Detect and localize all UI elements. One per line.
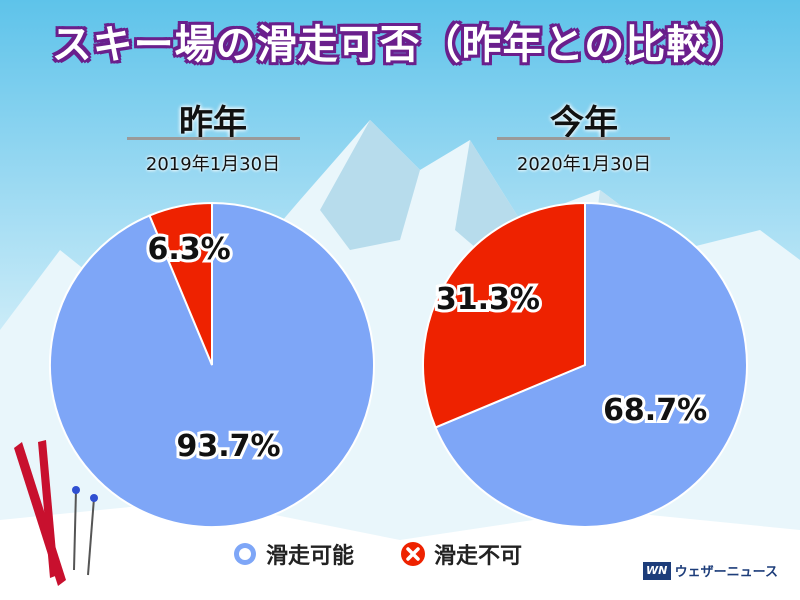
left-chart-title: 昨年 <box>179 103 247 143</box>
right-title-underline <box>497 137 670 140</box>
pie-0-label-0: 93.7% <box>177 429 281 464</box>
ski-equipment <box>14 440 98 586</box>
pie-1-label-0: 68.7% <box>603 393 707 428</box>
pie-0-label-1: 6.3% <box>147 232 230 267</box>
pie-1-slice-1 <box>422 201 586 429</box>
chart-title: スキー場の滑走可否（昨年との比較） <box>51 22 749 68</box>
left-title-underline <box>127 137 300 140</box>
brand-mark: WN <box>642 561 671 580</box>
legend-label-available: 滑走可能 <box>266 544 355 569</box>
legend-item-unavailable: 滑走不可 <box>400 538 522 570</box>
legend-item-available: 滑走可能 <box>232 538 354 570</box>
circle-icon <box>234 543 256 565</box>
legend-label-unavailable: 滑走不可 <box>434 544 523 569</box>
cross-icon <box>401 542 425 566</box>
pie-0-slice-1 <box>148 201 213 366</box>
right-chart-subtitle: 2020年1月30日 <box>516 154 652 175</box>
brand-name: ウェザーニュース <box>674 565 778 580</box>
pie-1-label-1: 31.3% <box>436 282 540 317</box>
brand-logo: WN ウェザーニュース <box>642 561 778 580</box>
pie-1-slice-0 <box>434 201 748 528</box>
left-chart-subtitle: 2019年1月30日 <box>145 154 281 175</box>
right-chart-title: 今年 <box>550 103 618 143</box>
